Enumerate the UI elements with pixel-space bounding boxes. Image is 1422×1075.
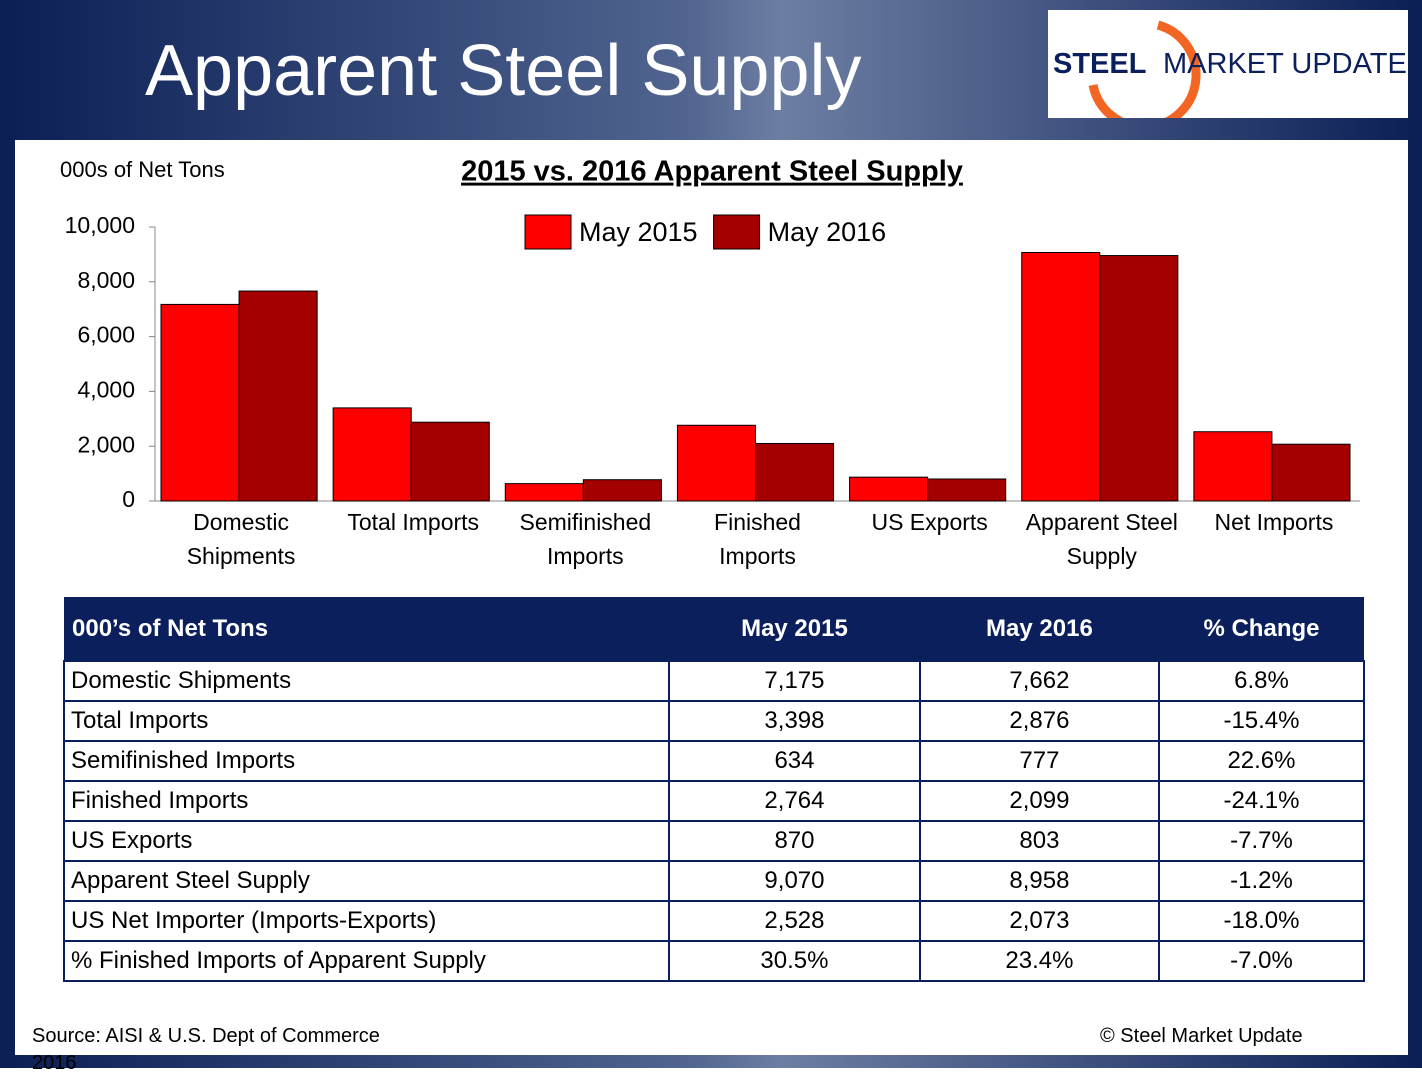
table-cell: 777	[918, 740, 1160, 782]
x-tick-label: Semifinished Imports	[519, 509, 652, 569]
x-tick-label: Finished Imports	[714, 509, 801, 569]
table-cell: -18.0%	[1157, 900, 1366, 942]
table-cell: 2,073	[918, 900, 1160, 942]
table-cell: 2,764	[668, 780, 921, 822]
y-tick-label: 0	[122, 486, 135, 512]
table-cell: 23.4%	[918, 940, 1160, 982]
source-year: 2016	[32, 1052, 77, 1074]
legend-label: May 2016	[768, 217, 887, 247]
table-cell: US Net Importer (Imports-Exports)	[62, 900, 671, 942]
table-cell: 8,958	[918, 860, 1160, 902]
table-row: Semifinished Imports 634 777 22.6%	[62, 740, 1366, 782]
bar	[1099, 255, 1179, 502]
bar	[1193, 431, 1273, 502]
bar	[238, 290, 318, 502]
table-cell: 2,876	[918, 700, 1160, 742]
bar	[332, 407, 412, 502]
table-cell: Apparent Steel Supply	[62, 860, 671, 902]
table-cell: 3,398	[668, 700, 921, 742]
logo: STEEL MARKET UPDATE	[1048, 10, 1408, 118]
table-cell: -24.1%	[1157, 780, 1366, 822]
table-row: US Net Importer (Imports-Exports) 2,528 2,…	[62, 900, 1366, 942]
bar	[410, 421, 490, 502]
legend-swatch	[713, 214, 761, 250]
bar	[582, 479, 662, 502]
bar	[755, 442, 835, 502]
y-tick-label: 2,000	[77, 431, 135, 457]
x-tick-label: Domestic Shipments	[186, 509, 296, 569]
table-cell: Total Imports	[62, 700, 671, 742]
bar	[1021, 251, 1101, 502]
bar	[160, 303, 240, 502]
table-row: US Exports 870 803 -7.7%	[62, 820, 1366, 862]
copyright: © Steel Market Update	[1100, 1025, 1303, 1047]
table-cell: 6.8%	[1157, 660, 1366, 702]
bar	[927, 478, 1007, 502]
y-tick-label: 6,000	[77, 322, 135, 348]
source: Source: AISI & U.S. Dept of Commerce	[32, 1025, 380, 1047]
table-header-row: 000’s of Net Tons May 2015 May 2016% Chang…	[64, 597, 1364, 661]
bar	[1271, 443, 1351, 502]
table-cell: -15.4%	[1157, 700, 1366, 742]
table-cell: 2,528	[668, 900, 921, 942]
table-cell: % Finished Imports of Apparent Supply	[62, 940, 671, 982]
table-cell: Semifinished Imports	[62, 740, 671, 782]
table-header-cell: May 2015	[669, 597, 920, 661]
table-row: Apparent Steel Supply 9,070 8,958 -1.2%	[62, 860, 1366, 902]
y-tick-label: 10,000	[65, 212, 135, 238]
bar	[849, 476, 929, 502]
legend-swatch	[524, 214, 572, 250]
bar	[676, 424, 757, 502]
slide-title: Apparent Steel Supply	[145, 31, 862, 111]
logo-text: STEEL	[1053, 48, 1147, 80]
table-cell: 7,662	[918, 660, 1160, 702]
x-tick-label: Net Imports	[1214, 509, 1334, 535]
y-axis-label: 000s of Net Tons	[60, 157, 225, 182]
table-row: Total Imports 3,398 2,876 -15.4%	[62, 700, 1366, 742]
bar	[504, 483, 584, 502]
table-cell: Domestic Shipments	[62, 660, 671, 702]
table-cell: 870	[668, 820, 921, 862]
table-header-cell: May 2016	[919, 597, 1159, 661]
table-cell: -1.2%	[1157, 860, 1366, 902]
legend-label: May 2015	[579, 217, 698, 247]
table-cell: 22.6%	[1157, 740, 1366, 782]
table-cell: 803	[918, 820, 1160, 862]
table-cell: US Exports	[62, 820, 671, 862]
table-row: Domestic Shipments 7,175 7,662 6.8%	[62, 660, 1366, 702]
table-header-cell: 000’s of Net Tons	[64, 597, 670, 661]
table-row: Finished Imports 2,764 2,099 -24.1%	[62, 780, 1366, 822]
logo-text: MARKET UPDATE	[1163, 48, 1407, 80]
table-row: % Finished Imports of Apparent Supply 30.…	[62, 940, 1366, 982]
x-tick-label: Apparent Steel Supply	[1025, 509, 1178, 569]
data-table: 000’s of Net Tons May 2015 May 2016% Chang…	[62, 597, 1366, 982]
x-tick-label: Total Imports	[347, 509, 480, 535]
table-cell: Finished Imports	[62, 780, 671, 822]
y-tick-label: 8,000	[77, 267, 135, 293]
table-cell: 9,070	[668, 860, 921, 902]
chart-title: 2015 vs. 2016 Apparent Steel Supply	[461, 156, 963, 188]
table-cell: 2,099	[918, 780, 1160, 822]
table-cell: -7.7%	[1157, 820, 1366, 862]
table-cell: 634	[668, 740, 921, 782]
table-cell: 30.5%	[668, 940, 921, 982]
logo-arc	[1088, 20, 1201, 118]
table-header-cell: % Change	[1158, 597, 1364, 661]
x-tick-label: US Exports	[871, 509, 988, 535]
y-tick-label: 4,000	[77, 376, 135, 402]
table-cell: 7,175	[668, 660, 921, 702]
table-cell: -7.0%	[1157, 940, 1366, 982]
